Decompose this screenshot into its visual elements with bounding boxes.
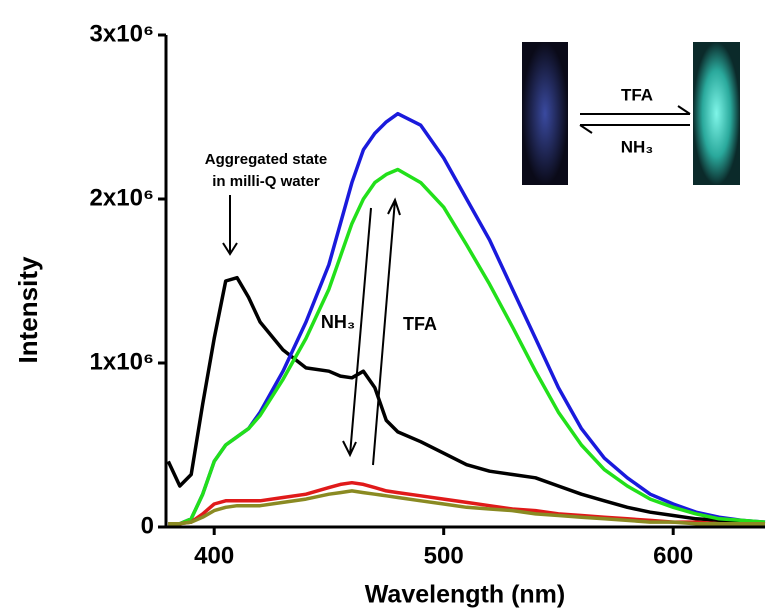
series-line bbox=[168, 489, 765, 526]
x-tick-label: 500 bbox=[424, 542, 464, 569]
annotation: TFA bbox=[621, 85, 653, 104]
axes bbox=[164, 35, 765, 529]
annotation: TFA bbox=[403, 314, 437, 334]
annotation: NH₃ bbox=[621, 137, 653, 156]
series-line bbox=[166, 275, 766, 526]
y-tick-label: 0 bbox=[141, 512, 154, 539]
x-axis-label: Wavelength (nm) bbox=[365, 581, 565, 609]
x-tick-label: 600 bbox=[653, 542, 693, 569]
inset-photo bbox=[693, 42, 740, 185]
annotation: Aggregated state bbox=[205, 151, 328, 168]
annotation: in milli-Q water bbox=[212, 173, 320, 190]
y-axis-label: Intensity bbox=[13, 256, 43, 363]
inset-photo bbox=[522, 42, 568, 185]
y-tick-label: 2x10⁶ bbox=[90, 184, 154, 211]
series-line bbox=[168, 167, 766, 526]
annotation: NH₃ bbox=[321, 312, 355, 332]
inset-arrows bbox=[579, 105, 691, 134]
y-tick-label: 1x10⁶ bbox=[90, 348, 154, 375]
y-tick-label: 3x10⁶ bbox=[90, 20, 154, 47]
annotation-arrows bbox=[222, 195, 401, 466]
x-tick-label: 400 bbox=[194, 542, 234, 569]
